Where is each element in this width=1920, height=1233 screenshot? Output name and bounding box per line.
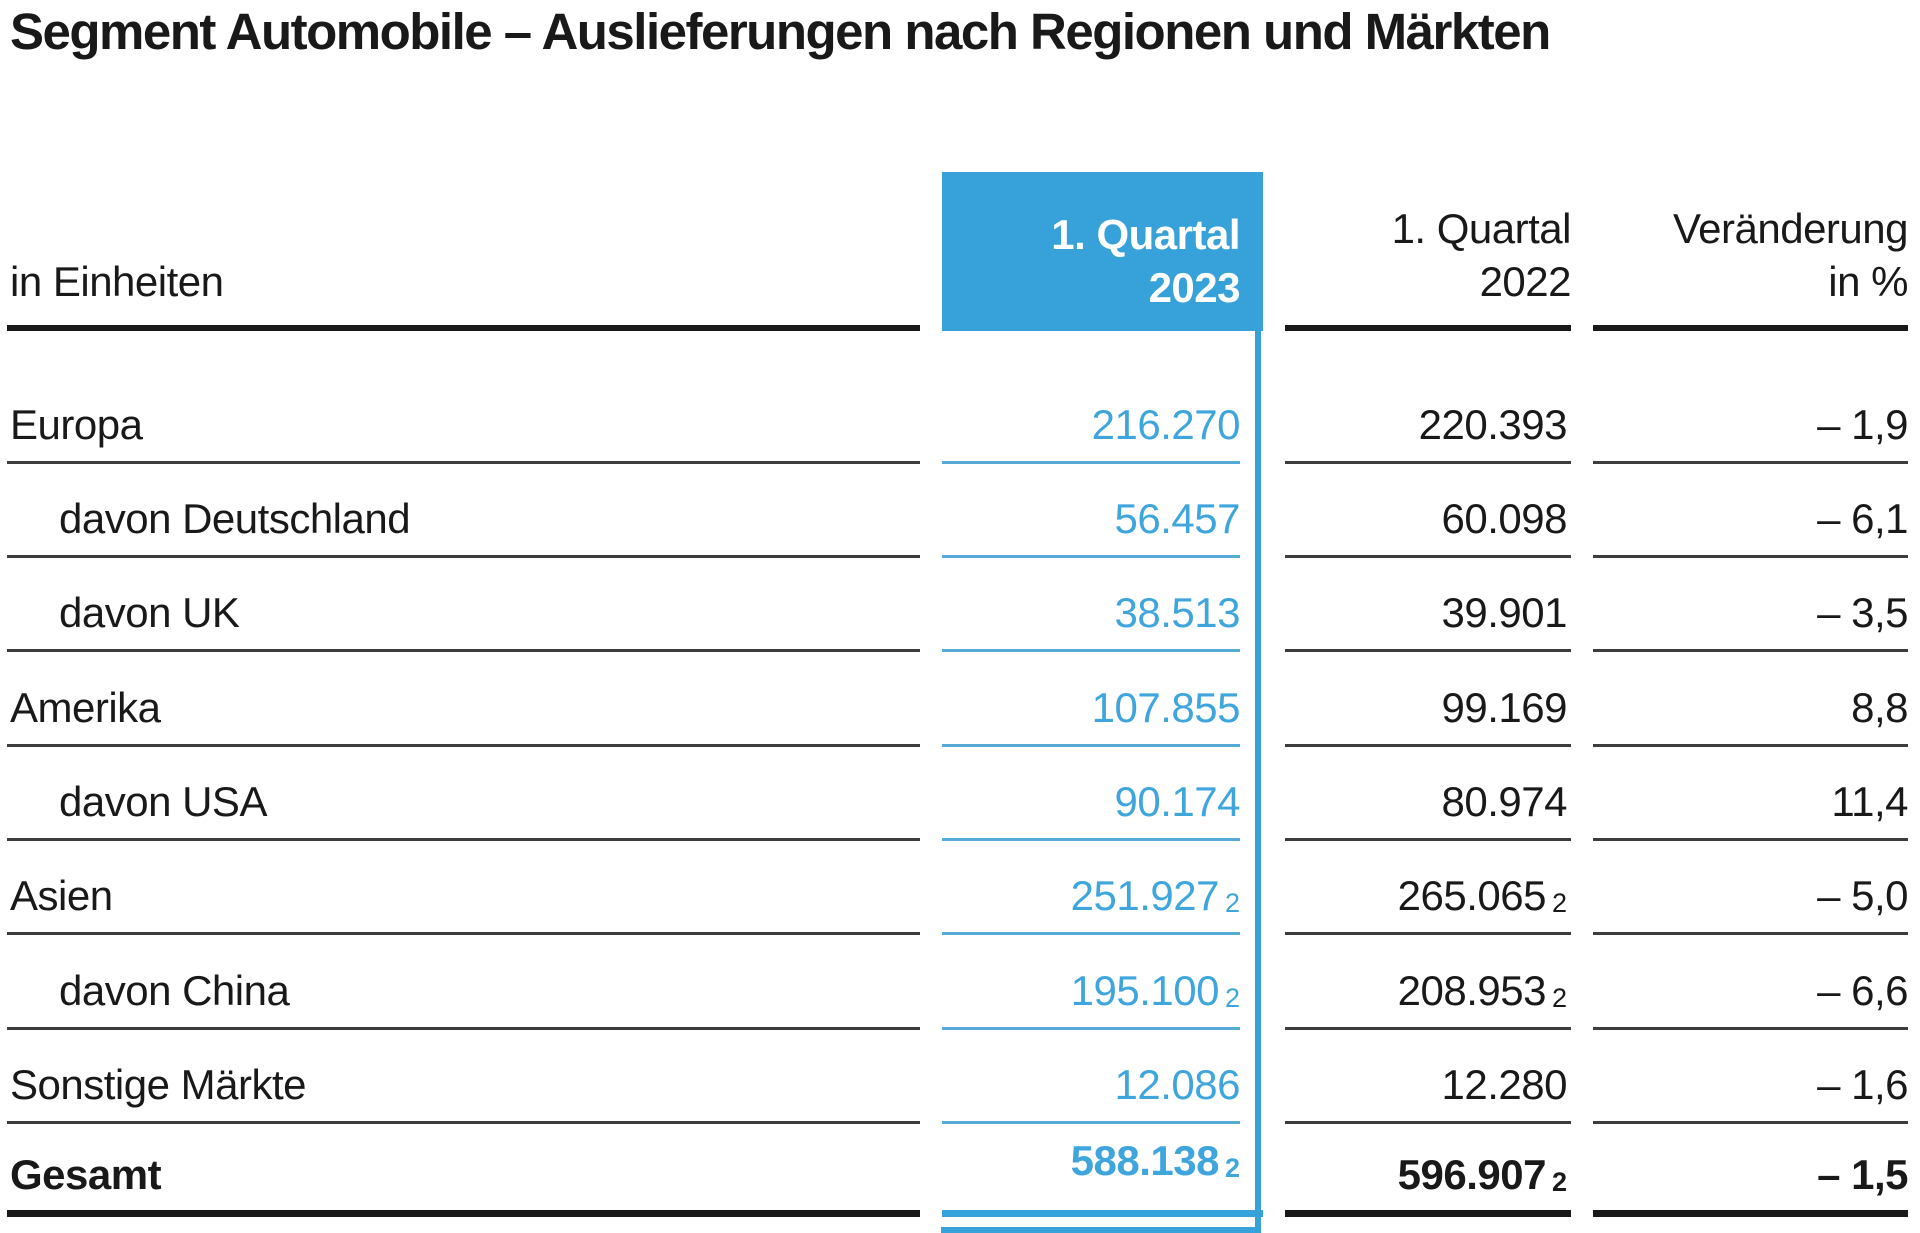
cell-q1-2022: 39.901 bbox=[1285, 558, 1571, 652]
cell-q1-2023: 251.927 2 bbox=[942, 841, 1263, 935]
header-line1: 1. Quartal bbox=[1051, 210, 1240, 258]
column-header-q1-2023: 1. Quartal 2023 bbox=[942, 172, 1263, 331]
header-line2: 2022 bbox=[1479, 258, 1572, 306]
cell-change-total: – 1,5 bbox=[1593, 1124, 1908, 1217]
row-label: Asien bbox=[7, 841, 920, 935]
cell-change: 11,4 bbox=[1593, 747, 1908, 841]
cell-change: – 6,1 bbox=[1593, 464, 1908, 558]
row-label-total: Gesamt bbox=[7, 1124, 920, 1217]
cell-q1-2023: 38.513 bbox=[942, 558, 1263, 652]
header-line2: 2023 bbox=[1148, 264, 1241, 312]
cell-q1-2023: 107.855 bbox=[942, 652, 1263, 747]
cell-change: – 5,0 bbox=[1593, 841, 1908, 935]
header-line2: in % bbox=[1828, 258, 1908, 306]
cell-q1-2022: 60.098 bbox=[1285, 464, 1571, 558]
row-label: davon Deutschland bbox=[7, 464, 920, 558]
column-header-change: Veränderung in % bbox=[1593, 172, 1909, 331]
row-label: Sonstige Märkte bbox=[7, 1030, 920, 1124]
row-label: davon China bbox=[7, 935, 920, 1030]
cell-q1-2022: 80.974 bbox=[1285, 747, 1571, 841]
column-header-units: in Einheiten bbox=[7, 172, 920, 331]
cell-change: – 3,5 bbox=[1593, 558, 1908, 652]
cell-q1-2022: 208.953 2 bbox=[1285, 935, 1571, 1030]
cell-change: – 6,6 bbox=[1593, 935, 1908, 1030]
row-label: davon USA bbox=[7, 747, 920, 841]
cell-q1-2022: 220.393 bbox=[1285, 331, 1571, 464]
cell-q1-2022: 99.169 bbox=[1285, 652, 1571, 747]
header-line1: 1. Quartal bbox=[1391, 204, 1572, 252]
cell-q1-2022-total: 596.907 2 bbox=[1285, 1124, 1571, 1217]
cell-q1-2022: 12.280 bbox=[1285, 1030, 1571, 1124]
row-label: davon UK bbox=[7, 558, 920, 652]
column-header-q1-2022: 1. Quartal 2022 bbox=[1285, 172, 1572, 331]
header-line1: Veränderung bbox=[1672, 204, 1909, 252]
row-label: Europa bbox=[7, 331, 920, 464]
cell-change: – 1,6 bbox=[1593, 1030, 1908, 1124]
cell-q1-2022: 265.065 2 bbox=[1285, 841, 1571, 935]
row-label: Amerika bbox=[7, 652, 920, 747]
cell-q1-2023: 90.174 bbox=[942, 747, 1263, 841]
cell-change: 8,8 bbox=[1593, 652, 1908, 747]
cell-q1-2023: 56.457 bbox=[942, 464, 1263, 558]
cell-q1-2023: 216.270 bbox=[942, 331, 1263, 464]
cell-q1-2023: 12.086 bbox=[942, 1030, 1263, 1124]
cell-q1-2023-total: 588.138 2 bbox=[942, 1124, 1263, 1217]
cell-change: – 1,9 bbox=[1593, 331, 1908, 464]
cell-q1-2023: 195.100 2 bbox=[942, 935, 1263, 1030]
page-title: Segment Automobile – Auslieferungen nach… bbox=[10, 3, 1551, 60]
deliveries-table: in Einheiten 1. Quartal 2023 1. Quartal … bbox=[7, 172, 1909, 1217]
units-label: in Einheiten bbox=[10, 258, 224, 306]
